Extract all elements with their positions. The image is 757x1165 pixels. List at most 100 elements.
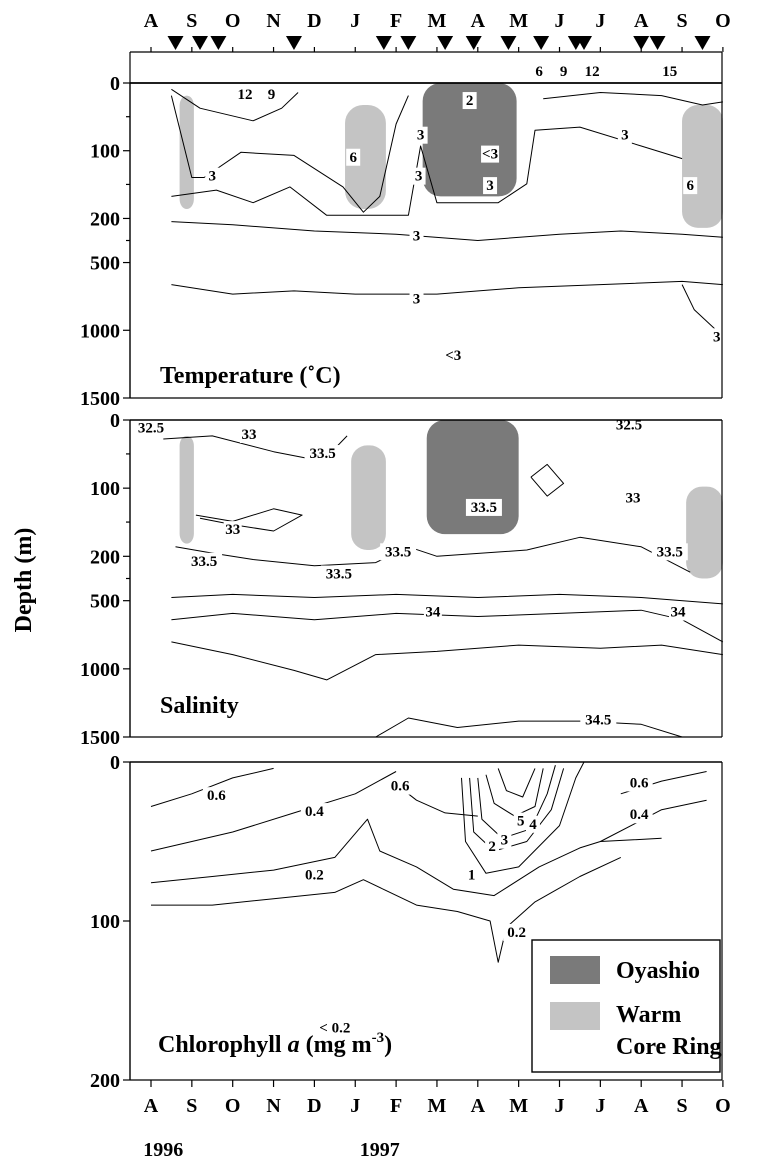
chl-title-italic: a bbox=[288, 1032, 300, 1058]
contour-label-bg bbox=[683, 177, 698, 195]
chl-contour-1 bbox=[461, 761, 585, 874]
top-axis-number: 12 bbox=[585, 64, 600, 80]
contour-label: < 0.2 bbox=[319, 1020, 350, 1036]
legend-swatch-oyashio bbox=[550, 956, 600, 984]
chl-contour-5 bbox=[497, 768, 536, 798]
contour-label: 3 bbox=[413, 229, 421, 245]
year-label-1997: 1997 bbox=[360, 1139, 400, 1161]
y-tick-label: 200 bbox=[90, 546, 120, 568]
contour-label: <3 bbox=[445, 348, 461, 364]
top-month-label: M bbox=[428, 10, 447, 32]
top-month-label: J bbox=[350, 10, 360, 32]
contour-label: 33.5 bbox=[326, 567, 352, 583]
y-axis-title: Depth (m) bbox=[11, 528, 37, 633]
contour-label-bg bbox=[202, 787, 230, 805]
contour-label-bg bbox=[320, 565, 357, 583]
contour-label: 33.5 bbox=[191, 554, 217, 570]
contour-label: 34.5 bbox=[585, 712, 611, 728]
contour-label-bg bbox=[411, 167, 426, 185]
contour-label-bg bbox=[240, 426, 259, 444]
contour-label: <3 bbox=[482, 147, 498, 163]
contour-label: 3 bbox=[713, 329, 721, 345]
contour-label: 0.2 bbox=[507, 925, 526, 941]
contour-label: 2 bbox=[488, 839, 496, 855]
x-month-label: O bbox=[715, 1095, 731, 1117]
contour-label: 0.2 bbox=[305, 868, 324, 884]
x-month-label: M bbox=[509, 1095, 528, 1117]
contour-label: 3 bbox=[209, 169, 217, 185]
sampling-marker-triangle bbox=[167, 36, 184, 50]
legend-label-core-ring: Core Ring bbox=[616, 1034, 722, 1060]
x-month-label: D bbox=[307, 1095, 321, 1117]
y-tick-label: 100 bbox=[90, 141, 120, 163]
oyashio-patch-salinity bbox=[426, 420, 519, 535]
temp-contour-3-abyss bbox=[171, 280, 723, 295]
chl-title-main: Chlorophyll bbox=[158, 1032, 288, 1058]
top-month-label: M bbox=[509, 10, 528, 32]
chl-contour-0-2 bbox=[150, 818, 662, 897]
sampling-marker-triangle bbox=[633, 36, 650, 50]
contour-label: 1 bbox=[468, 868, 476, 884]
chl-contour-2 bbox=[469, 768, 565, 852]
top-axis-number: 6 bbox=[535, 64, 543, 80]
chl-contour-3 bbox=[477, 765, 556, 839]
top-axis-number: 15 bbox=[662, 64, 677, 80]
x-month-label: M bbox=[428, 1095, 447, 1117]
sampling-marker-triangle bbox=[400, 36, 417, 50]
top-month-label: S bbox=[186, 10, 197, 32]
contour-label-bg bbox=[264, 85, 279, 103]
contour-label: 6 bbox=[349, 150, 357, 166]
temp-contour-6 bbox=[170, 95, 409, 213]
contour-label-bg bbox=[409, 227, 424, 245]
temperature-panel-title: Temperature (˚C) bbox=[160, 363, 341, 389]
contour-label-bg bbox=[462, 92, 477, 110]
sampling-marker-triangle bbox=[465, 36, 482, 50]
x-month-label: A bbox=[471, 1095, 486, 1117]
x-month-label: J bbox=[555, 1095, 565, 1117]
contour-label: 33.5 bbox=[309, 446, 335, 462]
contour-label-bg bbox=[413, 126, 428, 144]
contour-label-bg bbox=[205, 167, 220, 185]
top-month-label: A bbox=[634, 10, 649, 32]
chl-contour-0-4 bbox=[150, 771, 397, 852]
legend-label-warm: Warm bbox=[616, 1002, 681, 1028]
warm-ring-patch-salinity-sep97 bbox=[686, 486, 723, 579]
contour-label: 0.6 bbox=[391, 779, 410, 795]
contour-label: 33.5 bbox=[657, 544, 683, 560]
sampling-marker-triangle bbox=[192, 36, 209, 50]
sampling-marker-triangle bbox=[533, 36, 550, 50]
contour-label-bg bbox=[513, 812, 528, 830]
contour-label: 3 bbox=[486, 178, 494, 194]
top-month-label: F bbox=[390, 10, 402, 32]
x-month-label: O bbox=[225, 1095, 241, 1117]
contour-label: 33.5 bbox=[385, 544, 411, 560]
temp-contour-3-east bbox=[681, 284, 716, 330]
y-tick-label: 1500 bbox=[80, 727, 120, 749]
contour-label-bg bbox=[444, 347, 463, 365]
contour-label: 33 bbox=[225, 522, 240, 538]
warm-ring-patch-salinity-sep bbox=[179, 435, 194, 544]
sampling-marker-triangle bbox=[500, 36, 517, 50]
chl-title-end: ) bbox=[384, 1032, 392, 1058]
contour-label-bg bbox=[625, 774, 653, 792]
contour-label-bg bbox=[503, 923, 531, 941]
contour-label: 12 bbox=[237, 87, 252, 103]
sampling-marker-triangle bbox=[576, 36, 593, 50]
contour-label: 9 bbox=[268, 87, 276, 103]
contour-label-bg bbox=[186, 552, 223, 570]
contour-label: 0.6 bbox=[630, 775, 649, 791]
x-month-label: S bbox=[676, 1095, 687, 1117]
x-month-label: J bbox=[595, 1095, 605, 1117]
warm-ring-patch-temperature-sep97 bbox=[682, 105, 723, 228]
contour-label-bg bbox=[464, 866, 479, 884]
contour-label-bg bbox=[300, 866, 328, 884]
y-tick-label: 1000 bbox=[80, 659, 120, 681]
contour-label-bg bbox=[709, 328, 724, 346]
sal-contour-33-core bbox=[195, 508, 303, 532]
top-month-label: A bbox=[144, 10, 159, 32]
sal-contour-34-a bbox=[171, 593, 723, 605]
sal-contour-34-2 bbox=[171, 641, 723, 681]
top-month-label: S bbox=[676, 10, 687, 32]
contour-label-bg bbox=[346, 148, 361, 166]
